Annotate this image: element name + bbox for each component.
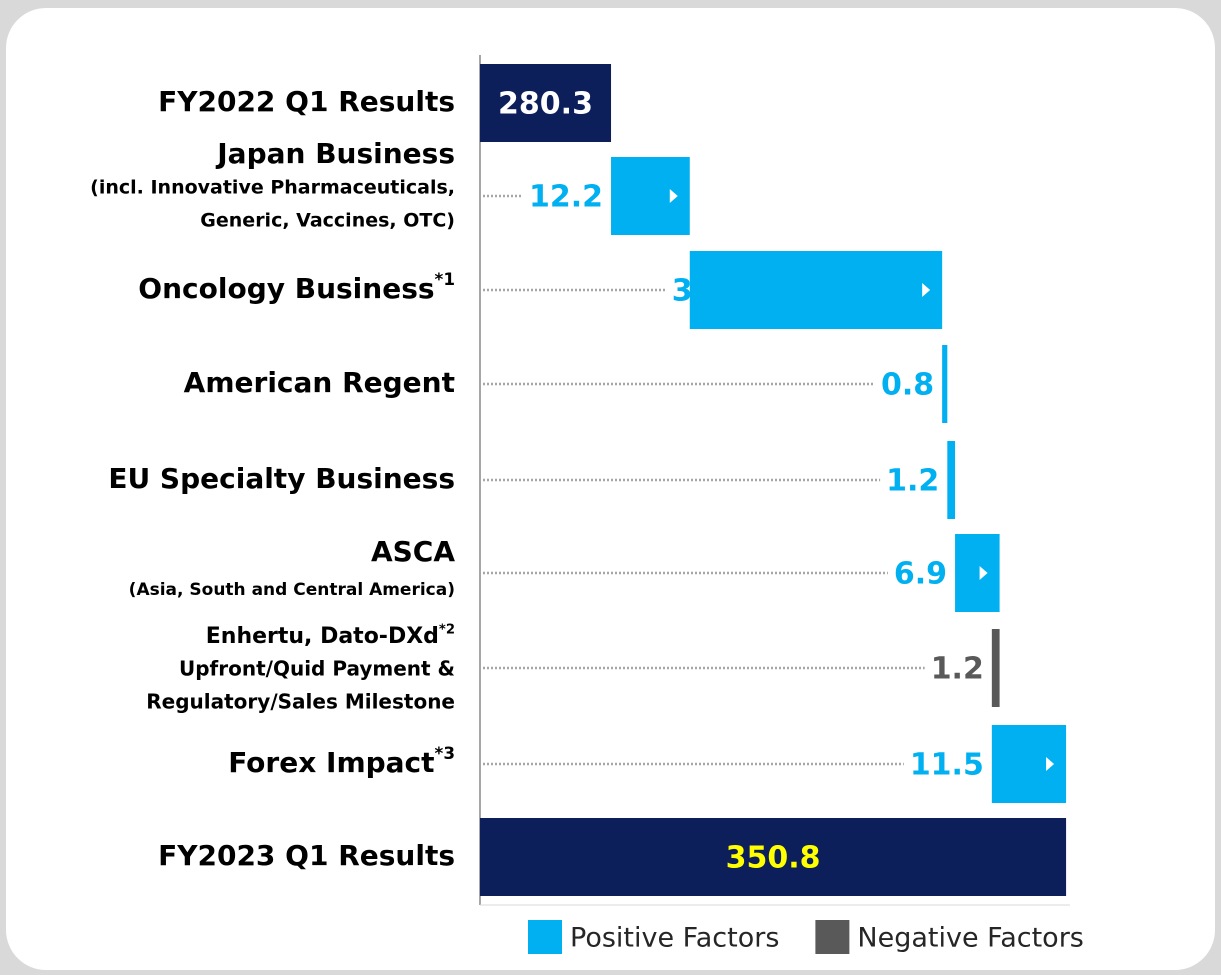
category-note: *2 <box>439 622 455 637</box>
bar <box>480 818 1067 896</box>
category-label: Japan Business <box>215 137 455 170</box>
legend-swatch <box>528 920 562 954</box>
value-label: 6.9 <box>894 557 947 592</box>
arrow-icon <box>1046 757 1055 771</box>
category-label: Forex Impact*3 <box>228 743 455 779</box>
bar <box>480 64 612 142</box>
category-label: American Regent <box>184 366 455 399</box>
arrow-icon <box>979 566 988 580</box>
category-name: Forex Impact <box>228 746 434 779</box>
value-label: 350.8 <box>726 841 821 876</box>
legend-label: Negative Factors <box>857 923 1083 954</box>
value-label: 12.2 <box>529 180 603 215</box>
bar <box>991 629 1000 707</box>
bar <box>611 157 690 235</box>
category-label: EU Specialty Business <box>108 462 455 495</box>
value-label: 1.2 <box>886 464 939 499</box>
bar <box>991 725 1067 803</box>
bar <box>947 441 956 519</box>
category-note: *3 <box>435 743 455 763</box>
category-name: ASCA <box>371 535 455 568</box>
category-sublabel: Generic, Vaccines, OTC) <box>200 210 455 232</box>
legend-label: Positive Factors <box>570 923 779 954</box>
category-label: FY2022 Q1 Results <box>158 85 455 118</box>
category-name: Japan Business <box>215 137 455 170</box>
bar <box>689 251 943 329</box>
frame <box>6 8 1215 970</box>
category-sublabel: Upfront/Quid Payment & <box>179 657 455 681</box>
category-name: FY2023 Q1 Results <box>158 839 455 872</box>
category-label: FY2023 Q1 Results <box>158 839 455 872</box>
value-label: 39.1 <box>672 274 746 309</box>
value-label: 1.2 <box>931 652 984 687</box>
category-name: EU Specialty Business <box>108 462 455 495</box>
category-sublabel: (incl. Innovative Pharmaceuticals, <box>90 177 455 199</box>
category-sublabel: (Asia, South and Central America) <box>129 580 455 600</box>
legend-swatch <box>815 920 850 954</box>
bar <box>955 534 1000 612</box>
category-name: Enhertu, Dato-DXd <box>206 624 439 649</box>
category-name: American Regent <box>184 366 455 399</box>
category-label: ASCA <box>371 535 455 568</box>
bar <box>942 345 948 423</box>
arrow-icon <box>922 283 931 297</box>
category-name: FY2022 Q1 Results <box>158 85 455 118</box>
category-label: Oncology Business*1 <box>138 269 455 305</box>
value-label: 11.5 <box>910 748 984 783</box>
value-label: 280.3 <box>498 87 593 122</box>
category-note: *1 <box>435 269 455 289</box>
category-name: Oncology Business <box>138 272 434 305</box>
category-label: Enhertu, Dato-DXd*2 <box>206 622 455 649</box>
value-label: 0.8 <box>881 368 934 403</box>
arrow-icon <box>669 189 678 203</box>
category-sublabel: Regulatory/Sales Milestone <box>146 690 455 714</box>
